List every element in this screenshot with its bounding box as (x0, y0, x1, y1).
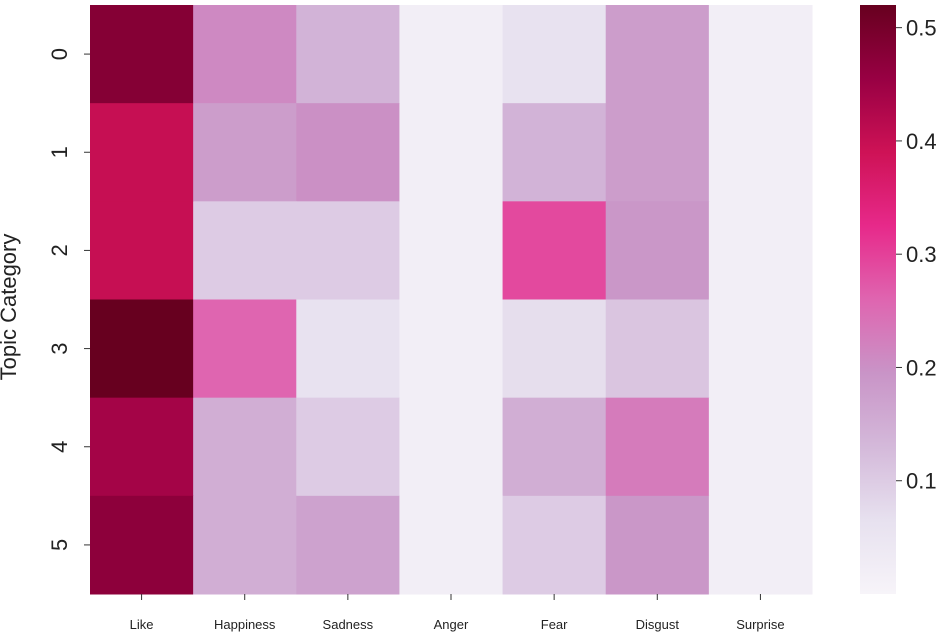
heatmap-cell-1-anger (399, 103, 504, 202)
heatmap-cell-1-happiness (193, 103, 297, 202)
heatmap-cell-4-anger (399, 397, 504, 497)
heatmap-cell-0-disgust (605, 5, 710, 104)
y-axis: 0 1 2 3 4 5 (47, 48, 90, 551)
heatmap-cells (90, 5, 813, 595)
heatmap-cell-2-fear (502, 201, 607, 300)
heatmap-cell-0-sadness (296, 5, 400, 104)
x-tick-label: Anger (434, 617, 469, 632)
heatmap-cell-3-fear (502, 299, 607, 399)
heatmap-cell-4-surprise (708, 397, 813, 497)
colorbar-tick-label: 0.5 (906, 16, 937, 41)
heatmap-cell-4-sadness (296, 397, 400, 497)
x-tick-label: Like (130, 617, 154, 632)
colorbar-tick-label: 0.1 (906, 469, 937, 494)
heatmap-cell-0-fear (502, 5, 607, 104)
y-axis-label: Topic Category (0, 234, 21, 381)
x-tick-label: Fear (541, 617, 568, 632)
heatmap-cell-3-like (90, 299, 194, 399)
heatmap-cell-4-happiness (193, 397, 297, 497)
heatmap-cell-4-like (90, 397, 194, 497)
y-tick-label: 5 (47, 539, 72, 551)
heatmap-cell-5-surprise (708, 495, 813, 595)
heatmap-cell-0-happiness (193, 5, 297, 104)
heatmap-cell-5-happiness (193, 495, 297, 595)
heatmap-cell-2-like (90, 201, 194, 300)
heatmap-cell-0-like (90, 5, 194, 104)
x-tick-label: Surprise (736, 617, 784, 632)
x-tick-label: Happiness (214, 617, 276, 632)
heatmap-cell-4-disgust (605, 397, 710, 497)
heatmap-cell-5-disgust (605, 495, 710, 595)
heatmap-cell-1-sadness (296, 103, 400, 202)
y-tick-label: 1 (47, 146, 72, 158)
heatmap-cell-1-fear (502, 103, 607, 202)
colorbar (860, 5, 896, 594)
y-tick-label: 2 (47, 244, 72, 256)
colorbar-tick-label: 0.4 (906, 129, 937, 154)
heatmap-cell-2-surprise (708, 201, 813, 300)
heatmap-cell-5-sadness (296, 495, 400, 595)
y-tick-label: 4 (47, 441, 72, 453)
heatmap-cell-0-anger (399, 5, 504, 104)
heatmap-cell-3-anger (399, 299, 504, 399)
colorbar-tick-label: 0.3 (906, 242, 937, 267)
heatmap-cell-2-anger (399, 201, 504, 300)
y-tick-label: 3 (47, 342, 72, 354)
heatmap-cell-3-surprise (708, 299, 813, 399)
heatmap-cell-1-like (90, 103, 194, 202)
heatmap-cell-5-like (90, 495, 194, 595)
heatmap-cell-5-anger (399, 495, 504, 595)
colorbar-tick-label: 0.2 (906, 355, 937, 380)
heatmap-cell-2-happiness (193, 201, 297, 300)
colorbar-ticks: 0.1 0.2 0.3 0.4 0.5 (896, 16, 937, 494)
heatmap-cell-2-disgust (605, 201, 710, 300)
x-tick-label: Sadness (323, 617, 374, 632)
heatmap-cell-3-sadness (296, 299, 400, 399)
heatmap-cell-2-sadness (296, 201, 400, 300)
y-tick-label: 0 (47, 48, 72, 60)
heatmap-cell-4-fear (502, 397, 607, 497)
heatmap-cell-3-disgust (605, 299, 710, 399)
heatmap-cell-1-disgust (605, 103, 710, 202)
x-tick-label: Disgust (636, 617, 680, 632)
heatmap-cell-3-happiness (193, 299, 297, 399)
x-axis: Like Happiness Sadness Anger Fear Disgust Surp… (130, 594, 785, 632)
heatmap-cell-1-surprise (708, 103, 813, 202)
heatmap-cell-5-fear (502, 495, 607, 595)
heatmap-cell-0-surprise (708, 5, 813, 104)
